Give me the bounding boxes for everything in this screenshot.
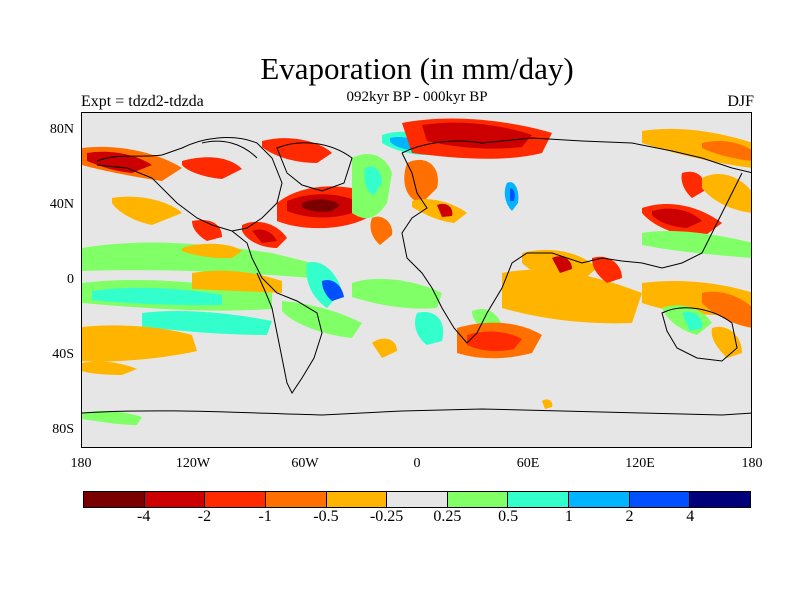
colorbar-label: 4: [686, 508, 695, 525]
lat-label-80n: 80N: [49, 122, 74, 137]
colorbar-label: -0.25: [369, 508, 404, 525]
lon-label-120e: 120E: [625, 456, 655, 471]
map-title: Evaporation (in mm/day): [260, 51, 574, 86]
colorbar-segment: [387, 492, 448, 507]
colorbar-segment: [508, 492, 570, 507]
coastlines: [82, 137, 751, 416]
lat-label-80s: 80S: [52, 422, 74, 437]
colorbar-label: 2: [625, 508, 634, 525]
lat-label-40n: 40N: [49, 197, 74, 212]
colorbar-label: -1: [258, 508, 272, 525]
map-subtitle: 092kyr BP - 000kyr BP: [346, 89, 488, 105]
anomaly-fields: [82, 118, 751, 425]
evaporation-map: [82, 118, 751, 425]
colorbar-segment: [629, 492, 691, 507]
colorbar-segment: [447, 492, 509, 507]
lon-label-60w: 60W: [291, 456, 319, 471]
colorbar-label: -2: [197, 508, 212, 525]
lat-label-40s: 40S: [52, 347, 74, 362]
lon-label-180-left: 180: [70, 456, 92, 471]
colorbar-segment: [326, 492, 388, 507]
experiment-label: Expt = tdzd2-tdzda: [81, 93, 204, 110]
colorbar-segment: [690, 492, 751, 507]
lon-label-60e: 60E: [516, 456, 540, 471]
colorbar-label: -4: [137, 508, 151, 525]
season-label: DJF: [727, 93, 754, 110]
colorbar-segment: [144, 492, 206, 507]
colorbar-segment: [205, 492, 266, 507]
colorbar-segment: [265, 492, 327, 507]
colorbar-segment: [569, 492, 630, 507]
colorbar-label: -0.5: [313, 508, 339, 525]
colorbar: [83, 491, 751, 508]
lon-label-180-right: 180: [741, 456, 763, 471]
colorbar-label: 0.25: [433, 508, 462, 525]
lon-label-120w: 120W: [175, 456, 211, 471]
lon-label-0: 0: [413, 456, 421, 471]
lat-label-0: 0: [67, 272, 74, 287]
colorbar-segment: [84, 492, 145, 507]
map-panel: [81, 112, 752, 448]
colorbar-label: 0.5: [498, 508, 519, 525]
colorbar-label: 1: [564, 508, 573, 525]
